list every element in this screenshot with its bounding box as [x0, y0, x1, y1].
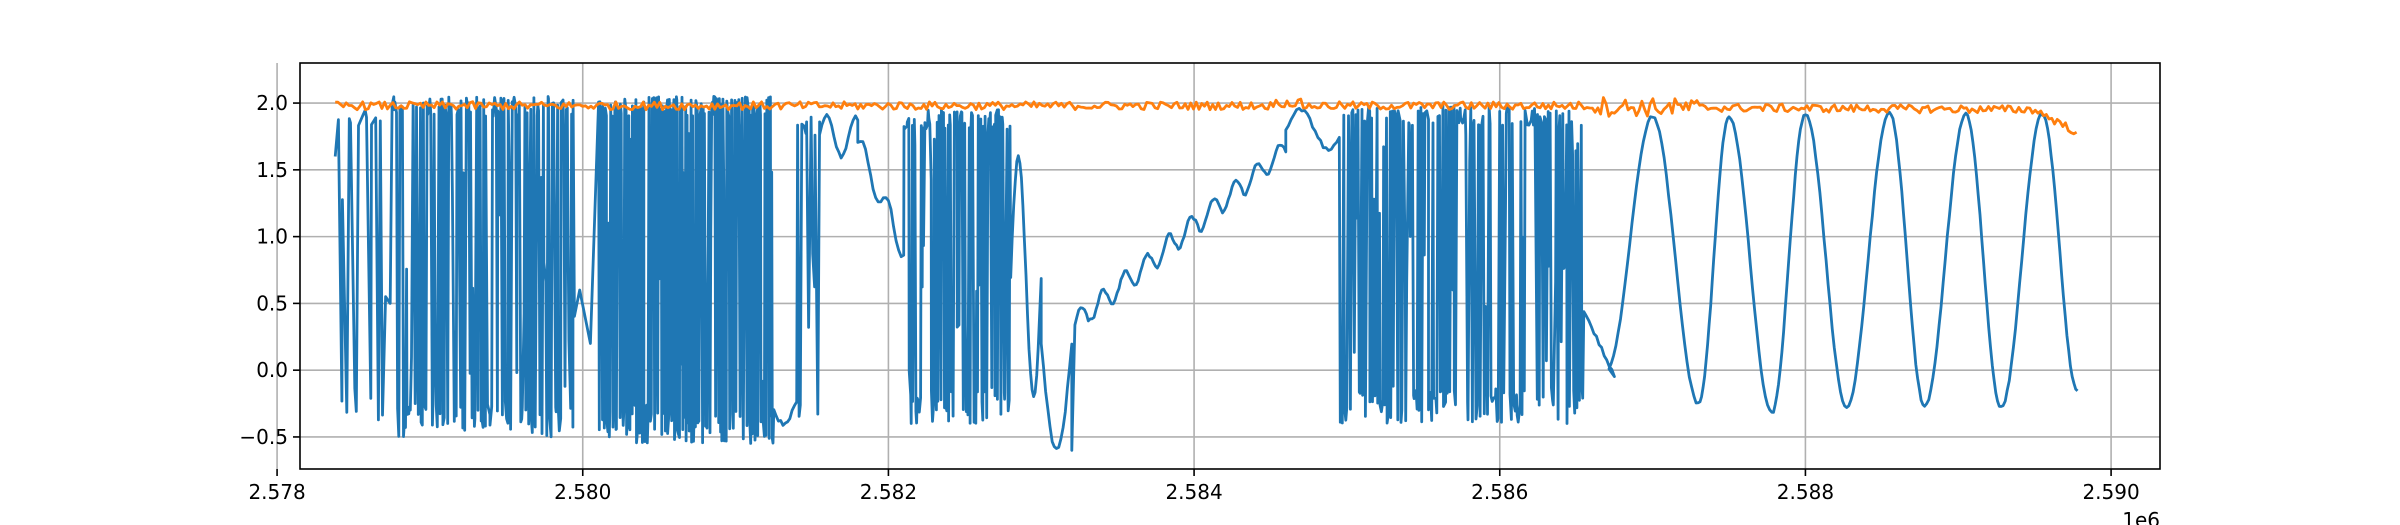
x-tick-label: 2.586 — [1471, 480, 1528, 504]
y-tick-label: 1.0 — [256, 225, 288, 249]
x-tick-label: 2.590 — [2082, 480, 2139, 504]
ticks: 2.578 2.580 2.582 2.584 2.586 2.588 2.590 −0.5 0… — [239, 91, 2139, 504]
plot-frame — [299, 62, 2161, 470]
y-tick-label: 0.5 — [256, 291, 288, 315]
x-tick-label: 2.584 — [1165, 480, 1222, 504]
y-tick-label: 0.0 — [256, 358, 288, 382]
x-tick-label: 2.580 — [554, 480, 611, 504]
y-tick-label: 2.0 — [256, 91, 288, 115]
x-offset-label: 1e6 — [2122, 508, 2160, 525]
x-tick-label: 2.588 — [1777, 480, 1834, 504]
x-tick-label: 2.578 — [248, 480, 305, 504]
y-tick-label: 1.5 — [256, 158, 288, 182]
series-1-line — [333, 95, 2079, 452]
x-tick-label: 2.582 — [860, 480, 917, 504]
y-tick-label: −0.5 — [239, 425, 288, 449]
series-2-line — [335, 96, 2078, 136]
series-layer — [333, 95, 2079, 452]
